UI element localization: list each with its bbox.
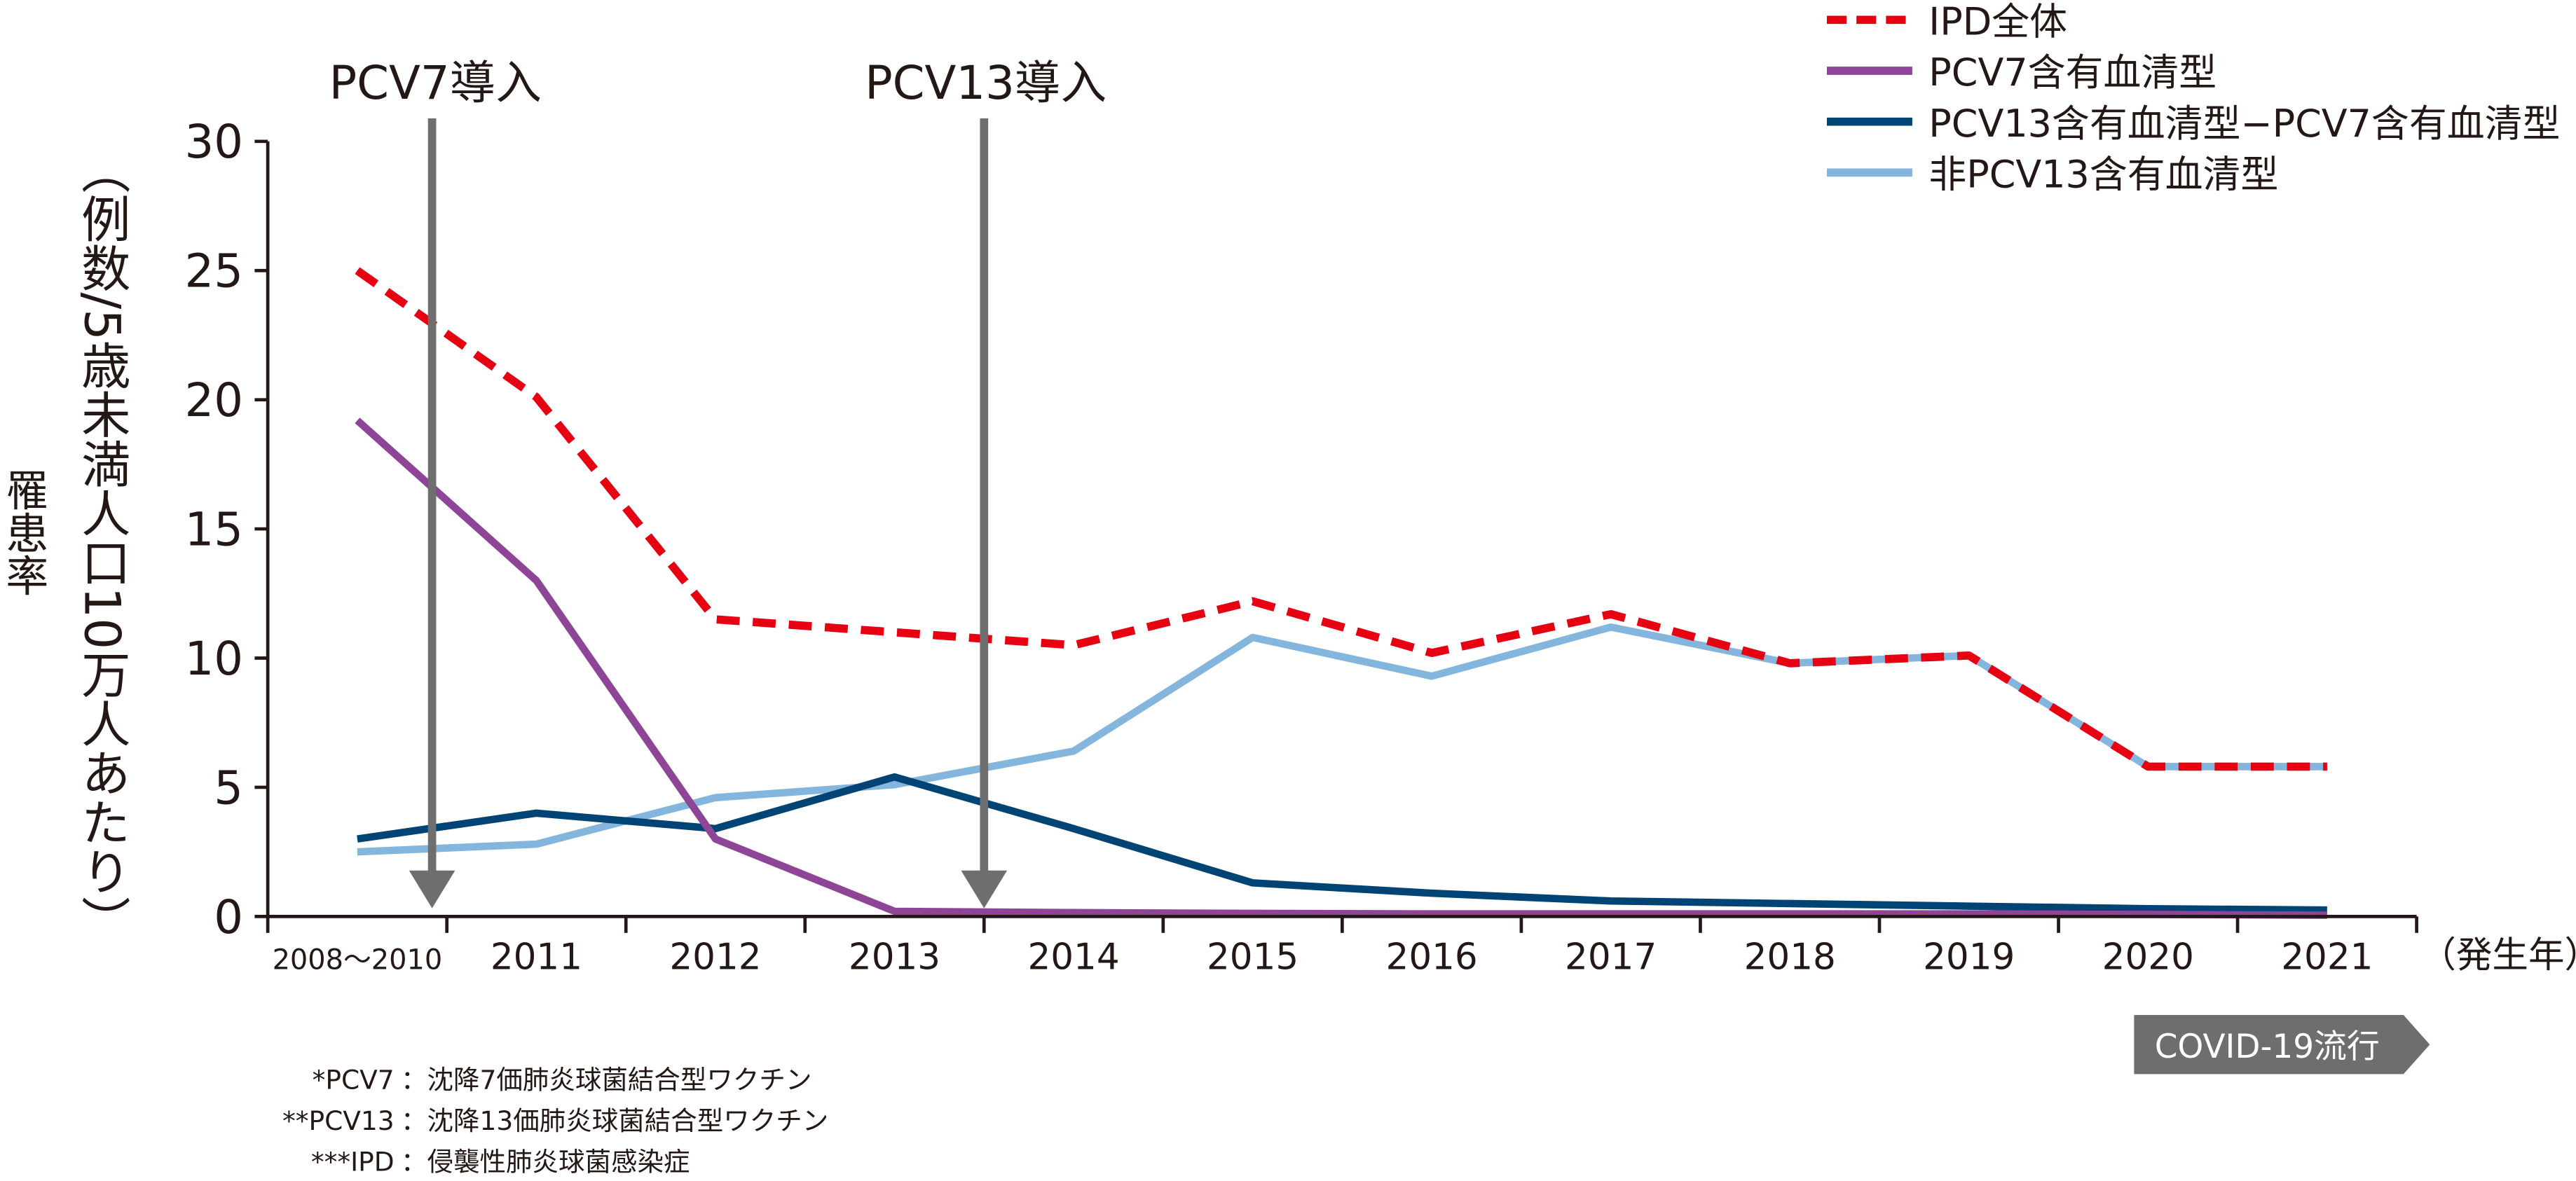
x-tick-label: 2018 xyxy=(1744,936,1836,978)
covid-arrow-badge xyxy=(2134,1015,2430,1075)
footnote-text: ：侵襲性肺炎球菌感染症 xyxy=(401,1147,690,1177)
pcv13-intro-label: PCV13導入 xyxy=(865,57,1107,110)
series-line-3 xyxy=(357,623,2327,856)
legend-label: PCV7含有血清型 xyxy=(1928,50,2217,95)
x-tick-label: 2013 xyxy=(849,936,940,978)
legend: IPD全体 PCV7含有血清型 PCV13含有血清型−PCV7含有血清型非PCV13… xyxy=(1826,0,2560,196)
x-tick-label: 2021 xyxy=(2281,936,2373,978)
series-line-0 xyxy=(355,267,2327,771)
y-axis-label-main: 罹患率 xyxy=(0,468,48,596)
x-tick-label: 2020 xyxy=(2102,936,2194,978)
legend-label: 非PCV13含有血清型 xyxy=(1928,152,2278,196)
footnote-key: *PCV7 xyxy=(313,1065,395,1096)
footnote-text: ：沈降7価肺炎球菌結合型ワクチン xyxy=(401,1065,811,1096)
series-line-1 xyxy=(355,417,2327,919)
y-tick-label: 30 xyxy=(184,116,243,169)
x-tick-label: 2008～2010 xyxy=(273,944,443,976)
pcv13-intro-annotation: PCV13導入 xyxy=(865,57,1107,909)
x-tick-label: 2011 xyxy=(491,936,582,978)
y-axis-label-unit: （例数/5歳未満人口10万人あたり） xyxy=(73,144,130,945)
arrow-down-icon xyxy=(961,870,1008,909)
x-ticks: 2008～2010 2011 2012 2013 2014 2015 2016 2017 201… xyxy=(266,916,2418,978)
footnote-text: ：沈降13価肺炎球菌結合型ワクチン xyxy=(401,1105,828,1136)
x-axis-label: （発生年） xyxy=(2420,934,2576,976)
covid-annotation: COVID-19流行 xyxy=(2134,1015,2430,1075)
x-tick-label: 2017 xyxy=(1565,936,1657,978)
series-lines xyxy=(355,267,2328,919)
y-tick-label: 20 xyxy=(184,374,243,427)
y-ticks: 0 5 10 15 20 25 30 xyxy=(184,116,268,944)
covid-label: COVID-19流行 xyxy=(2155,1028,2380,1066)
footnote-key: ***IPD xyxy=(311,1147,395,1177)
y-tick-label: 10 xyxy=(184,633,243,686)
x-tick-label: 2015 xyxy=(1207,936,1299,978)
legend-label: PCV13含有血清型−PCV7含有血清型 xyxy=(1928,102,2560,146)
x-tick-label: 2012 xyxy=(669,936,761,978)
arrow-down-icon xyxy=(409,870,455,909)
y-tick-label: 25 xyxy=(184,245,243,298)
legend-label: IPD全体 xyxy=(1928,0,2067,43)
y-tick-label: 15 xyxy=(184,504,243,557)
x-tick-label: 2016 xyxy=(1386,936,1478,978)
pcv7-intro-label: PCV7導入 xyxy=(329,57,542,110)
axes xyxy=(266,141,2417,918)
x-tick-label: 2014 xyxy=(1027,936,1119,978)
footnote-key: **PCV13 xyxy=(282,1105,395,1136)
x-tick-label: 2019 xyxy=(1923,936,2015,978)
y-tick-label: 0 xyxy=(214,891,243,944)
pcv7-intro-annotation: PCV7導入 xyxy=(329,57,542,909)
y-tick-label: 5 xyxy=(214,761,243,815)
footnotes: *PCV7 ：沈降7価肺炎球菌結合型ワクチン **PCV13 ：沈降13価肺炎球… xyxy=(282,1065,828,1177)
series-line-2 xyxy=(357,773,2327,914)
